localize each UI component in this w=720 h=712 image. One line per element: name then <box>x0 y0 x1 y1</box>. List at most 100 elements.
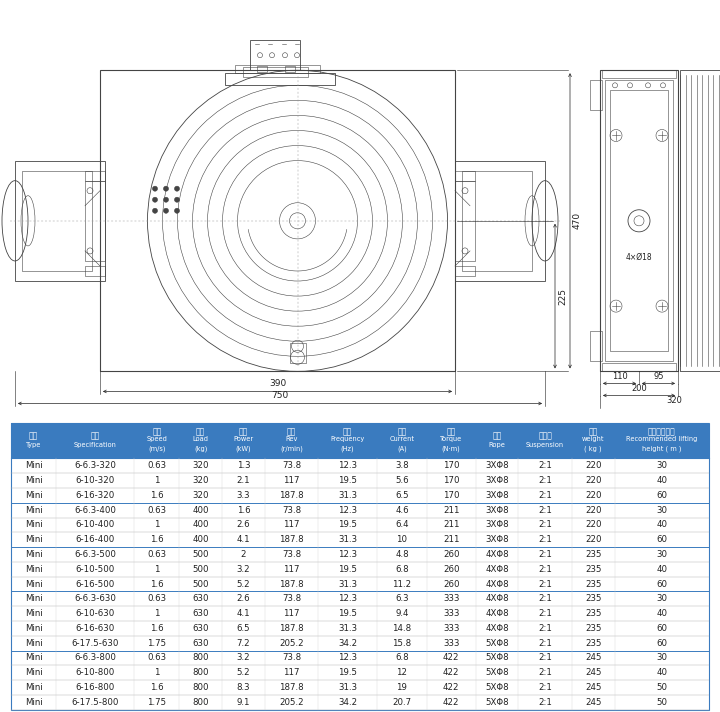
Text: 2:1: 2:1 <box>539 550 552 559</box>
Text: 自重: 自重 <box>588 427 598 436</box>
Text: 2:1: 2:1 <box>539 491 552 500</box>
Text: 117: 117 <box>283 476 300 485</box>
Bar <box>600 70 678 372</box>
Text: 1.6: 1.6 <box>150 624 163 633</box>
Text: 2:1: 2:1 <box>539 535 552 544</box>
Text: Suspension: Suspension <box>526 442 564 449</box>
Text: 422: 422 <box>443 654 459 662</box>
Text: weight: weight <box>582 436 605 442</box>
Text: Mini: Mini <box>24 520 42 530</box>
Text: 400: 400 <box>192 506 209 515</box>
Text: 333: 333 <box>443 609 459 618</box>
Text: 800: 800 <box>192 683 209 692</box>
Text: 630: 630 <box>192 595 209 603</box>
Text: 2:1: 2:1 <box>539 506 552 515</box>
Circle shape <box>153 209 158 214</box>
Bar <box>455 181 475 261</box>
Text: Mini: Mini <box>24 506 42 515</box>
Text: 1: 1 <box>154 520 160 530</box>
Text: 19.5: 19.5 <box>338 520 357 530</box>
Text: 333: 333 <box>443 595 459 603</box>
Text: 500: 500 <box>192 580 209 589</box>
Text: 6-16-630: 6-16-630 <box>76 624 114 633</box>
Text: 0.63: 0.63 <box>147 595 166 603</box>
Text: 34.2: 34.2 <box>338 698 357 707</box>
Text: 73.8: 73.8 <box>282 654 301 662</box>
Text: 260: 260 <box>443 565 459 574</box>
Bar <box>257 66 267 72</box>
Text: 205.2: 205.2 <box>279 698 304 707</box>
Text: 40: 40 <box>657 565 667 574</box>
Text: 20.7: 20.7 <box>392 698 411 707</box>
Text: 422: 422 <box>443 683 459 692</box>
Text: 5XΦ8: 5XΦ8 <box>485 683 509 692</box>
Bar <box>602 70 676 78</box>
Text: 60: 60 <box>657 580 667 589</box>
Text: 12.3: 12.3 <box>338 595 357 603</box>
Text: Mini: Mini <box>24 565 42 574</box>
Text: 6-16-800: 6-16-800 <box>76 683 114 692</box>
Text: 40: 40 <box>657 476 667 485</box>
Text: 19.5: 19.5 <box>338 565 357 574</box>
Text: 2:1: 2:1 <box>539 698 552 707</box>
Text: Speed: Speed <box>146 436 167 442</box>
Bar <box>85 266 105 276</box>
Text: Mini: Mini <box>24 461 42 471</box>
Bar <box>590 331 602 361</box>
Text: 235: 235 <box>585 550 601 559</box>
Text: 8.3: 8.3 <box>237 683 251 692</box>
Text: 10: 10 <box>397 535 408 544</box>
Text: Mini: Mini <box>24 683 42 692</box>
Circle shape <box>163 197 168 202</box>
Text: 400: 400 <box>192 520 209 530</box>
Text: Mini: Mini <box>24 491 42 500</box>
Text: 60: 60 <box>657 639 667 648</box>
Text: 3XΦ8: 3XΦ8 <box>485 461 509 471</box>
Circle shape <box>174 209 179 214</box>
Text: 30: 30 <box>657 550 667 559</box>
Text: 5XΦ8: 5XΦ8 <box>485 698 509 707</box>
Text: 220: 220 <box>585 506 601 515</box>
Text: 6-6.3-800: 6-6.3-800 <box>74 654 116 662</box>
Text: 9.1: 9.1 <box>237 698 250 707</box>
Text: 187.8: 187.8 <box>279 683 304 692</box>
Text: 4×Ø18: 4×Ø18 <box>626 253 652 261</box>
Text: Mini: Mini <box>24 476 42 485</box>
Text: 31.3: 31.3 <box>338 580 357 589</box>
Text: 245: 245 <box>585 683 601 692</box>
Text: 1: 1 <box>154 476 160 485</box>
Text: 40: 40 <box>657 520 667 530</box>
Text: 6.4: 6.4 <box>395 520 409 530</box>
Text: 6.5: 6.5 <box>395 491 409 500</box>
Text: 12.3: 12.3 <box>338 550 357 559</box>
Text: Power: Power <box>233 436 253 442</box>
Text: 5.2: 5.2 <box>237 580 251 589</box>
Circle shape <box>174 186 179 192</box>
Text: 187.8: 187.8 <box>279 624 304 633</box>
Text: 6-16-320: 6-16-320 <box>76 491 114 500</box>
Text: 19.5: 19.5 <box>338 609 357 618</box>
Text: 5.6: 5.6 <box>395 476 409 485</box>
Text: 470: 470 <box>573 212 582 229</box>
Text: 630: 630 <box>192 609 209 618</box>
Text: 117: 117 <box>283 520 300 530</box>
Text: 15.8: 15.8 <box>392 639 411 648</box>
Text: 6-6.3-320: 6-6.3-320 <box>74 461 116 471</box>
Text: 245: 245 <box>585 668 601 677</box>
Text: 12.3: 12.3 <box>338 461 357 471</box>
Text: 117: 117 <box>283 609 300 618</box>
Text: 2.1: 2.1 <box>237 476 251 485</box>
Text: 50: 50 <box>657 698 667 707</box>
Text: ( kg ): ( kg ) <box>585 445 602 451</box>
Text: 6-10-320: 6-10-320 <box>76 476 114 485</box>
Text: 60: 60 <box>657 624 667 633</box>
Text: 2:1: 2:1 <box>539 683 552 692</box>
Text: 1.6: 1.6 <box>150 580 163 589</box>
Text: 绳规: 绳规 <box>492 431 502 440</box>
Text: 2:1: 2:1 <box>539 476 552 485</box>
Text: 4.6: 4.6 <box>395 506 409 515</box>
Text: Type: Type <box>26 442 41 449</box>
Text: 320: 320 <box>192 461 209 471</box>
Text: 19.5: 19.5 <box>338 668 357 677</box>
Text: Mini: Mini <box>24 550 42 559</box>
